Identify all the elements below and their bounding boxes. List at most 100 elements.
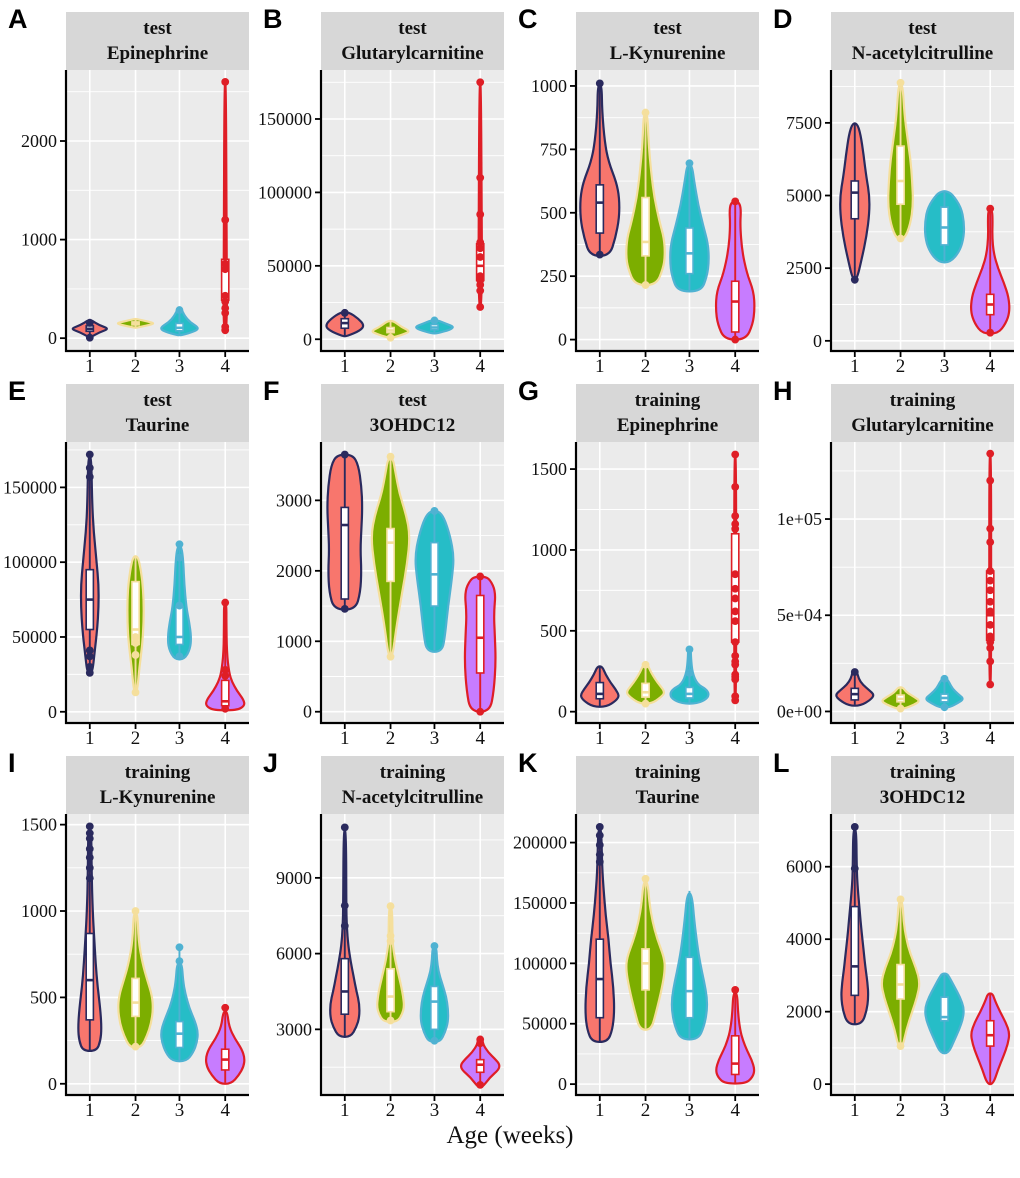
x-tick-label: 1 [340,728,350,744]
y-tick-label: 0e+00 [777,701,822,721]
panel-background [831,442,1014,723]
box [850,905,860,997]
box [940,206,949,246]
data-point [386,333,395,342]
data-point [386,452,395,461]
facet-header: test 3OHDC12 [321,384,504,442]
metabolite-label: Taurine [635,786,700,808]
box [685,956,694,1019]
facet-header: training L-Kynurenine [66,756,249,814]
x-tick-label: 1 [595,728,605,744]
data-point [641,699,650,708]
data-point [175,957,184,966]
data-point [731,617,740,626]
box [340,506,350,600]
violin-plot-svg: 0 500 1000 1500 1 2 3 4 [21,814,249,1116]
data-point [221,265,230,274]
violin-plot-svg: 0 1000 2000 3000 1 2 3 4 [276,442,504,744]
panel-l: L training 3OHDC12 0 2000 4000 6000 1 2 3 4 [765,744,1020,1116]
data-point [476,173,485,182]
data-point [430,942,439,950]
data-point [85,874,94,883]
data-point [175,943,184,952]
data-point [175,652,184,661]
y-tick-label: 5e+04 [777,605,822,625]
data-point [986,576,995,585]
panel-k: K training Taurine 0 50000 100000 150000 200… [510,744,765,1116]
data-point [731,450,740,459]
data-point [131,639,140,647]
metabolite-label: Taurine [125,414,190,436]
box [386,967,395,1013]
box [730,1035,740,1076]
y-tick-label: 200000 [513,833,567,853]
data-point [731,197,740,206]
data-point [896,78,905,87]
data-point [131,633,140,641]
x-tick-label: 1 [850,356,860,372]
y-tick-label: 100000 [513,953,567,973]
x-tick-label: 1 [340,1100,350,1116]
box [985,1019,995,1047]
y-tick-label: 1000 [21,230,57,250]
data-point [175,601,184,610]
data-point [986,476,995,485]
y-tick-label: 1000 [276,631,312,651]
box [175,606,184,646]
x-tick-label: 1 [85,728,95,744]
data-point [896,895,905,904]
data-point [476,303,485,311]
data-point [986,524,995,533]
facet-label: training [634,389,701,411]
data-point [731,570,740,579]
box [641,196,650,257]
y-tick-label: 7500 [786,113,822,133]
data-point [731,520,740,528]
data-point [731,512,740,520]
panel-letter: A [8,4,28,34]
panel-letter: J [263,748,279,778]
facet-header: training 3OHDC12 [831,756,1014,814]
data-point [85,822,94,831]
y-tick-label: 3000 [276,1019,312,1039]
data-point [850,864,859,873]
panel-background [66,70,249,351]
panel-a: A test Epinephrine 0 1000 2000 1 2 3 4 [0,0,255,372]
y-tick-label: 0 [558,1074,567,1094]
facet-label: test [143,389,172,411]
x-tick-label: 2 [386,728,396,744]
data-point [430,507,439,515]
x-tick-label: 3 [175,1100,185,1116]
data-point [986,567,995,575]
y-tick-label: 150000 [513,893,567,913]
data-point [595,79,604,88]
y-tick-label: 500 [30,987,57,1007]
data-point [221,304,230,313]
y-tick-label: 150000 [3,477,57,497]
data-point [175,306,184,314]
data-point [221,215,230,224]
x-tick-label: 3 [175,356,185,372]
data-point [986,644,995,652]
data-point [641,660,650,669]
panel-h: H training Glutarylcarnitine 0e+00 5e+04 1… [765,372,1020,744]
data-point [940,674,949,683]
x-tick-label: 1 [595,1100,605,1116]
data-point [986,538,995,547]
panel-e: E test Taurine 0 50000 100000 150000 1 2 3 4 [0,372,255,744]
panel-letter: L [773,748,790,778]
box [896,963,905,1000]
panel-letter: E [8,376,27,406]
x-tick-label: 2 [641,728,651,744]
x-tick-label: 4 [985,728,995,744]
violin-figure: A test Epinephrine 0 1000 2000 1 2 3 4 B test … [0,0,1020,1116]
x-tick-label: 1 [340,356,350,372]
panel-letter: C [518,4,538,34]
y-tick-label: 50000 [522,1014,567,1034]
panel-i: I training L-Kynurenine 0 500 1000 1500 1 2 3 4 [0,744,255,1116]
x-tick-label: 4 [730,356,740,372]
box [850,180,860,220]
box [730,280,740,333]
facet-label: training [889,761,956,783]
data-point [896,234,905,243]
